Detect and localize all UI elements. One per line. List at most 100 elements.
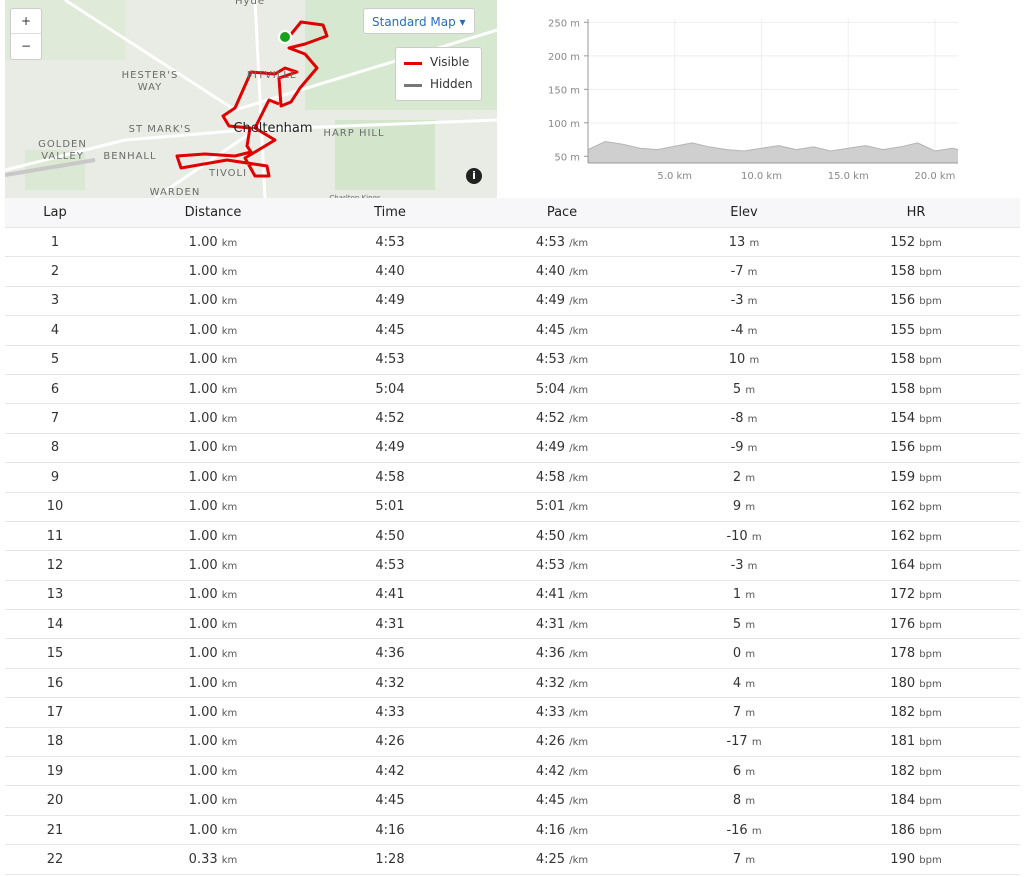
table-cell: 156 bpm	[823, 293, 1009, 308]
table-row: 2 1.00 km 4:40 4:40 /km -7 m 158 bpm	[5, 257, 1020, 287]
table-cell: 9	[5, 470, 105, 485]
column-header: Elev	[730, 205, 758, 220]
table-cell: 4:52	[321, 411, 459, 426]
table-cell: 16	[5, 676, 105, 691]
y-tick-label: 200 m	[548, 52, 580, 63]
table-cell: -3 m	[665, 558, 823, 573]
cell-value: 1.00	[188, 528, 218, 544]
x-tick-label: 10.0 km	[741, 171, 782, 182]
table-cell: 1.00 km	[105, 764, 321, 779]
legend: Visible Hidden	[395, 47, 482, 101]
cell-unit: m	[749, 355, 760, 367]
cell-unit: km	[221, 737, 238, 749]
cell-value: 1.00	[188, 675, 218, 691]
cell-value: 4:33	[535, 704, 566, 720]
cell-unit: km	[221, 854, 238, 866]
table-cell: 5	[5, 352, 105, 367]
table-row: 8 1.00 km 4:49 4:49 /km -9 m 156 bpm	[5, 434, 1020, 464]
cell-value: 4:32	[375, 675, 405, 691]
cell-value: 156	[890, 440, 916, 456]
table-cell: 5 m	[665, 382, 823, 397]
cell-unit: m	[745, 384, 756, 396]
laps-table: Lap Distance Time Pace Elev HR 1 1.00 km 4:53 4:5…	[5, 198, 1020, 875]
cell-unit: /km	[569, 678, 589, 690]
table-cell: 4:49 /km	[459, 440, 665, 455]
cell-unit: /km	[569, 267, 589, 279]
place-label: BENHALL	[103, 151, 157, 162]
table-cell: 14	[5, 617, 105, 632]
map[interactable]: + − Standard Map ▾ Visible Hidden i Hyde…	[5, 0, 497, 198]
cell-value: 4:42	[375, 763, 405, 779]
cell-unit: km	[221, 237, 238, 249]
cell-value: 4	[732, 675, 742, 691]
cell-unit: /km	[569, 854, 589, 866]
cell-value: 2	[732, 469, 742, 485]
cell-value: 4:53	[375, 557, 405, 573]
table-cell: 158 bpm	[823, 382, 1009, 397]
table-cell: 19	[5, 764, 105, 779]
cell-unit: bpm	[919, 619, 942, 631]
cell-value: 4:26	[535, 734, 566, 750]
cell-value: 4:49	[535, 293, 566, 309]
cell-value: 186	[890, 822, 916, 838]
table-cell: 7 m	[665, 852, 823, 867]
table-cell: 4:49	[321, 440, 459, 455]
place-label: Cheltenham	[233, 121, 313, 136]
zoom-out[interactable]: −	[20, 39, 32, 53]
cell-value: 158	[890, 381, 916, 397]
table-cell: 1.00 km	[105, 235, 321, 250]
cell-unit: /km	[569, 443, 589, 455]
table-cell: -16 m	[665, 823, 823, 838]
cell-unit: m	[745, 649, 756, 661]
cell-unit: bpm	[919, 854, 942, 866]
table-row: 16 1.00 km 4:32 4:32 /km 4 m 180 bpm	[5, 669, 1020, 699]
cell-unit: bpm	[919, 766, 942, 778]
table-cell: 0 m	[665, 646, 823, 661]
map-style-button[interactable]: Standard Map ▾	[363, 8, 475, 34]
table-cell: 4:31 /km	[459, 617, 665, 632]
table-cell: 10 m	[665, 352, 823, 367]
cell-value: 5	[732, 381, 742, 397]
table-cell: -4 m	[665, 323, 823, 338]
cell-value: 152	[890, 234, 916, 250]
table-cell: 6	[5, 382, 105, 397]
table-cell: 178 bpm	[823, 646, 1009, 661]
table-cell: 9 m	[665, 499, 823, 514]
cell-unit: /km	[569, 560, 589, 572]
cell-unit: bpm	[919, 531, 942, 543]
cell-value: 0	[732, 646, 742, 662]
cell-unit: bpm	[919, 502, 942, 514]
table-cell: 1.00 km	[105, 587, 321, 602]
y-tick-label: 150 m	[548, 85, 580, 96]
table-cell: 1:28	[321, 852, 459, 867]
cell-unit: m	[751, 531, 762, 543]
table-cell: 20	[5, 793, 105, 808]
cell-value: 176	[890, 616, 916, 632]
cell-unit: /km	[569, 590, 589, 602]
cell-unit: /km	[569, 237, 589, 249]
table-cell: -7 m	[665, 264, 823, 279]
cell-unit: /km	[569, 414, 589, 426]
cell-value: 4:53	[535, 557, 566, 573]
cell-unit: bpm	[919, 384, 942, 396]
table-row: 12 1.00 km 4:53 4:53 /km -3 m 164 bpm	[5, 551, 1020, 581]
cell-value: 1:28	[375, 851, 405, 867]
table-cell: 4:36	[321, 646, 459, 661]
cell-value: 4:53	[375, 234, 405, 250]
zoom-in[interactable]: +	[11, 9, 41, 34]
cell-value: 190	[890, 851, 916, 867]
table-cell: 4:25 /km	[459, 852, 665, 867]
cell-value: 181	[890, 734, 916, 750]
cell-value: 4:33	[375, 704, 405, 720]
table-cell: 4:16	[321, 823, 459, 838]
cell-value: 2	[50, 264, 60, 280]
cell-value: -8	[730, 411, 744, 427]
cell-value: -3	[730, 557, 744, 573]
cell-value: 182	[890, 704, 916, 720]
cell-value: 1.00	[188, 293, 218, 309]
info-button[interactable]: i	[466, 168, 482, 184]
cell-value: 15	[46, 646, 64, 662]
table-cell: 12	[5, 558, 105, 573]
y-tick-label: 250 m	[548, 18, 580, 29]
table-cell: 18	[5, 734, 105, 749]
